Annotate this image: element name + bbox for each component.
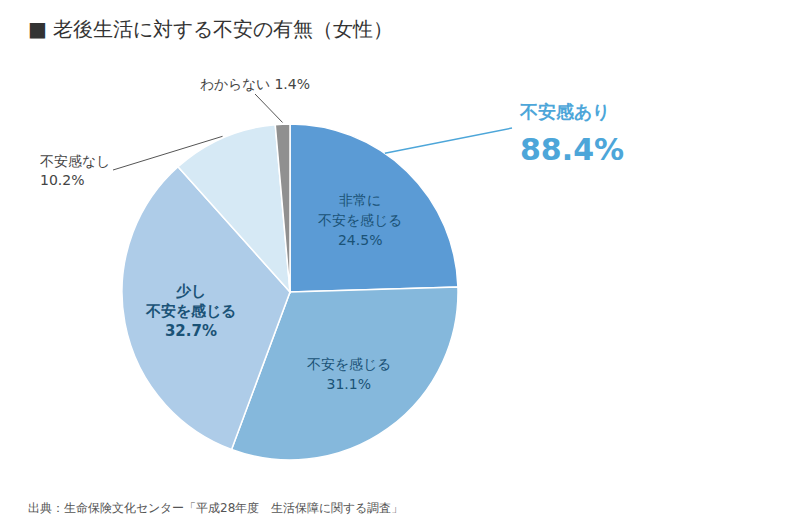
title: ■ 老後生活に対する不安の有無（女性）	[28, 17, 393, 41]
leader-line	[113, 136, 223, 170]
annotation: 88.4%	[520, 132, 624, 167]
slice-label-outside: 不安感なし10.2%	[40, 153, 110, 188]
leader-line	[255, 94, 283, 122]
annotation: 不安感あり	[519, 101, 610, 122]
pie	[122, 124, 458, 460]
slice	[290, 124, 458, 292]
slice-label: 少し不安を感じる32.7%	[145, 282, 236, 340]
annotation-line	[385, 128, 512, 153]
chart: ■ 老後生活に対する不安の有無（女性） 非常に不安を感じる24.5% 不安を感じる3…	[0, 0, 800, 528]
slice	[178, 125, 290, 292]
labels	[113, 94, 283, 170]
slice-label-outside: わからない 1.4%	[200, 76, 310, 92]
slice-label: 不安を感じる31.1%	[307, 356, 391, 392]
slice	[275, 124, 290, 292]
source: 出典：生命保険文化センター「平成28年度 生活保障に関する調査」	[28, 501, 403, 515]
slice-label: 非常に不安を感じる24.5%	[318, 192, 402, 248]
